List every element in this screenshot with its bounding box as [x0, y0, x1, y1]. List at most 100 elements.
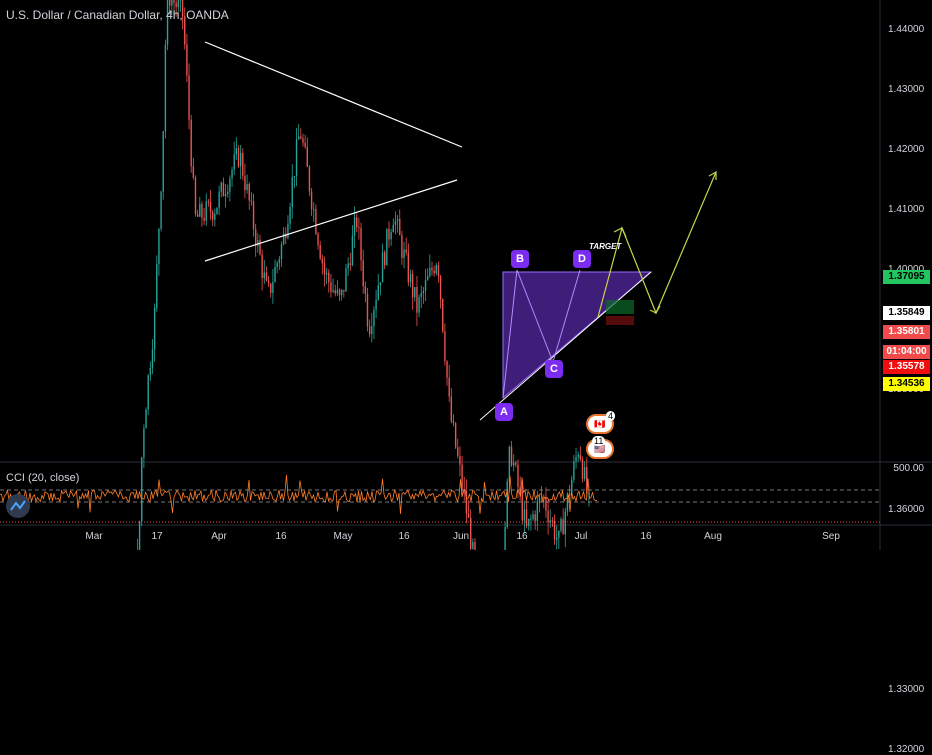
candle-body [562, 519, 563, 534]
time-tick-label: 17 [151, 531, 162, 542]
time-tick-label: 16 [516, 531, 527, 542]
candle-body [294, 176, 295, 177]
time-tick-label: Apr [211, 531, 227, 542]
candle-body [371, 326, 372, 334]
pattern-point-c[interactable]: C [545, 360, 563, 378]
candle-body [573, 461, 574, 479]
candle-body [504, 527, 505, 550]
candle-body [246, 184, 247, 190]
event-count-badge: 11 [592, 436, 605, 446]
candle-body [369, 326, 370, 334]
candle-body [186, 44, 187, 75]
candle-body [326, 273, 327, 275]
time-tick-label: Jul [575, 531, 588, 542]
candle-body [233, 154, 234, 169]
event-count-badge: 4 [606, 411, 615, 421]
candle-body [345, 268, 346, 291]
price-tag: 1.35578 [883, 360, 930, 374]
candle-body [238, 148, 239, 166]
pattern-point-d[interactable]: D [573, 250, 591, 268]
candle-body [324, 263, 325, 274]
tradingview-logo-icon[interactable] [6, 494, 30, 518]
price-tick-label: 1.44000 [888, 24, 924, 35]
candle-body [401, 235, 402, 258]
pattern-point-b[interactable]: B [511, 250, 529, 268]
candle-body [229, 179, 230, 192]
time-tick-label: 16 [640, 531, 651, 542]
price-tick-label: 1.41000 [888, 204, 924, 215]
price-tag: 1.35801 [883, 325, 930, 339]
candle-body [199, 204, 200, 217]
target-label: TARGET [589, 242, 621, 251]
candle-body [440, 276, 441, 299]
candle-body [418, 297, 419, 312]
candle-body [139, 521, 140, 550]
candle-body [526, 509, 527, 525]
candle-body [268, 280, 269, 283]
candle-body [350, 263, 351, 265]
candle-body [212, 212, 213, 220]
time-tick-label: Jun [453, 531, 469, 542]
candle-body [169, 0, 170, 6]
candle-body [448, 378, 449, 397]
candle-body [517, 465, 518, 487]
candle-body [455, 423, 456, 447]
candle-body [384, 252, 385, 265]
candle-body [300, 136, 301, 138]
candle-body [395, 221, 396, 225]
candle-body [317, 234, 318, 245]
pattern-point-a[interactable]: A [495, 403, 513, 421]
candle-body [270, 283, 271, 292]
candle-body [193, 167, 194, 178]
candle-body [313, 209, 314, 210]
candle-body [580, 455, 581, 460]
candle-body [352, 236, 353, 266]
candle-body [556, 538, 557, 540]
chart-canvas[interactable] [0, 0, 932, 550]
candle-body [154, 308, 155, 349]
candle-body [416, 287, 417, 313]
candle-body [530, 519, 531, 520]
candle-body [558, 531, 559, 538]
candle-body [427, 276, 428, 280]
candle-body [296, 139, 297, 176]
candle-body [309, 167, 310, 191]
upper-trendline [205, 42, 462, 147]
candle-body [175, 3, 176, 7]
candle-body [393, 225, 394, 232]
candle-body [412, 274, 413, 297]
candle-body [457, 447, 458, 456]
candle-body [360, 228, 361, 260]
candle-body [330, 282, 331, 292]
candle-body [365, 286, 366, 294]
stop-zone [606, 316, 634, 325]
candle-body [173, 0, 174, 3]
candle-body [276, 263, 277, 267]
price-tick-label: 1.32000 [888, 744, 924, 755]
candle-body [453, 421, 454, 423]
candle-body [160, 192, 161, 229]
candle-body [158, 229, 159, 264]
candle-body [399, 219, 400, 235]
candle-body [242, 153, 243, 176]
candle-body [390, 232, 391, 239]
cci-indicator-label[interactable]: CCI (20, close) [6, 472, 79, 484]
candle-body [251, 200, 252, 201]
candle-body [431, 268, 432, 271]
price-tick-label: 1.43000 [888, 84, 924, 95]
candle-body [307, 147, 308, 167]
candle-body [197, 214, 198, 217]
candle-body [388, 229, 389, 240]
candle-body [470, 518, 471, 549]
time-tick-label: 16 [275, 531, 286, 542]
candle-body [451, 396, 452, 421]
candle-body [565, 512, 566, 535]
candle-body [507, 481, 508, 527]
candle-body [425, 280, 426, 291]
candle-body [190, 120, 191, 167]
candle-body [513, 463, 514, 466]
candle-body [472, 542, 473, 549]
candle-body [534, 514, 535, 521]
candle-body [380, 282, 381, 285]
candle-body [552, 520, 553, 521]
